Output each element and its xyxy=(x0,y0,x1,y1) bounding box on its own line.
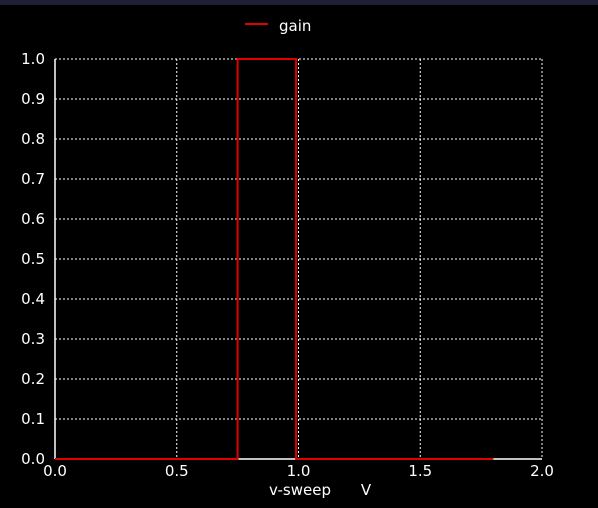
x-axis-title: v-sweep V xyxy=(269,481,372,499)
y-tick-label: 0.7 xyxy=(21,170,45,188)
y-tick-label: 0.9 xyxy=(21,90,45,108)
series-layer xyxy=(55,58,494,460)
legend-label-gain: gain xyxy=(279,17,311,35)
x-tick-label: 0.0 xyxy=(43,462,67,480)
y-tick-label: 0.1 xyxy=(21,410,45,428)
legend: gain xyxy=(245,17,311,35)
y-tick-label: 0.6 xyxy=(21,210,45,228)
x-axis-unit: V xyxy=(361,481,372,499)
grid xyxy=(55,58,543,459)
x-tick-label: 2.0 xyxy=(530,462,554,480)
x-tick-label: 0.5 xyxy=(165,462,189,480)
y-tick-label: 1.0 xyxy=(21,50,45,68)
x-axis-label: v-sweep xyxy=(269,481,331,499)
window-top-bar xyxy=(0,0,598,5)
y-tick-label: 0.5 xyxy=(21,250,45,268)
y-tick-label: 0.4 xyxy=(21,290,45,308)
y-tick-labels: 0.0 0.1 0.2 0.3 0.4 0.5 0.6 0.7 0.8 0.9 1.0 xyxy=(21,50,45,468)
y-tick-label: 0.2 xyxy=(21,370,45,388)
x-tick-labels: 0.0 0.5 1.0 1.5 2.0 xyxy=(43,462,554,480)
y-tick-label: 0.3 xyxy=(21,330,45,348)
x-tick-label: 1.5 xyxy=(408,462,432,480)
y-tick-label: 0.0 xyxy=(21,450,45,468)
y-tick-label: 0.8 xyxy=(21,130,45,148)
x-tick-label: 1.0 xyxy=(287,462,311,480)
series-line-gain xyxy=(55,58,494,460)
